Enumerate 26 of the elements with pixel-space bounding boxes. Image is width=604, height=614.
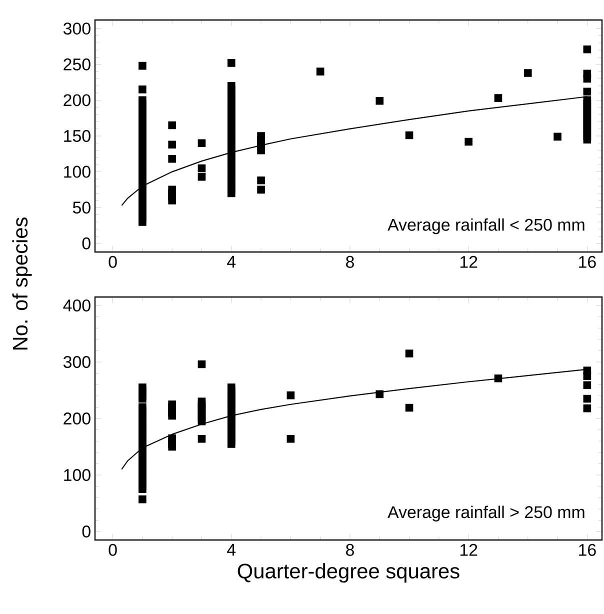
x-tick-label: 4 <box>227 256 236 268</box>
x-tick-label: 16 <box>579 256 596 268</box>
y-tick-label: 50 <box>72 202 90 214</box>
y-tick-label: 300 <box>63 22 90 35</box>
x-tick-label: 0 <box>108 544 117 556</box>
y-tick-label: 100 <box>64 166 90 178</box>
x-tick-label: 16 <box>579 544 596 556</box>
y-tick-label: 400 <box>63 299 90 312</box>
y-tick-label: 200 <box>64 94 90 106</box>
y-tick-label: 0 <box>82 526 90 538</box>
y-tick-label: 300 <box>63 356 90 368</box>
y-tick-label: 100 <box>64 469 90 482</box>
y-tick-label: 200 <box>64 412 90 424</box>
y-tick-label: 0 <box>82 237 90 250</box>
y-axis-title: No. of species <box>12 218 32 350</box>
x-tick-label: 12 <box>460 544 478 556</box>
y-tick-label: 250 <box>64 58 90 70</box>
y-tick-label: 150 <box>64 130 90 142</box>
x-tick-label: 12 <box>460 256 478 268</box>
x-tick-label: 0 <box>108 256 117 268</box>
x-tick-label: 8 <box>346 544 354 556</box>
x-tick-label: 8 <box>346 256 354 268</box>
x-tick-label: 4 <box>227 544 236 556</box>
x-axis-title: Quarter-degree squares <box>238 563 460 583</box>
annotation: Average rainfall > 250 mm <box>388 506 584 522</box>
annotation: Average rainfall < 250 mm <box>388 218 584 234</box>
